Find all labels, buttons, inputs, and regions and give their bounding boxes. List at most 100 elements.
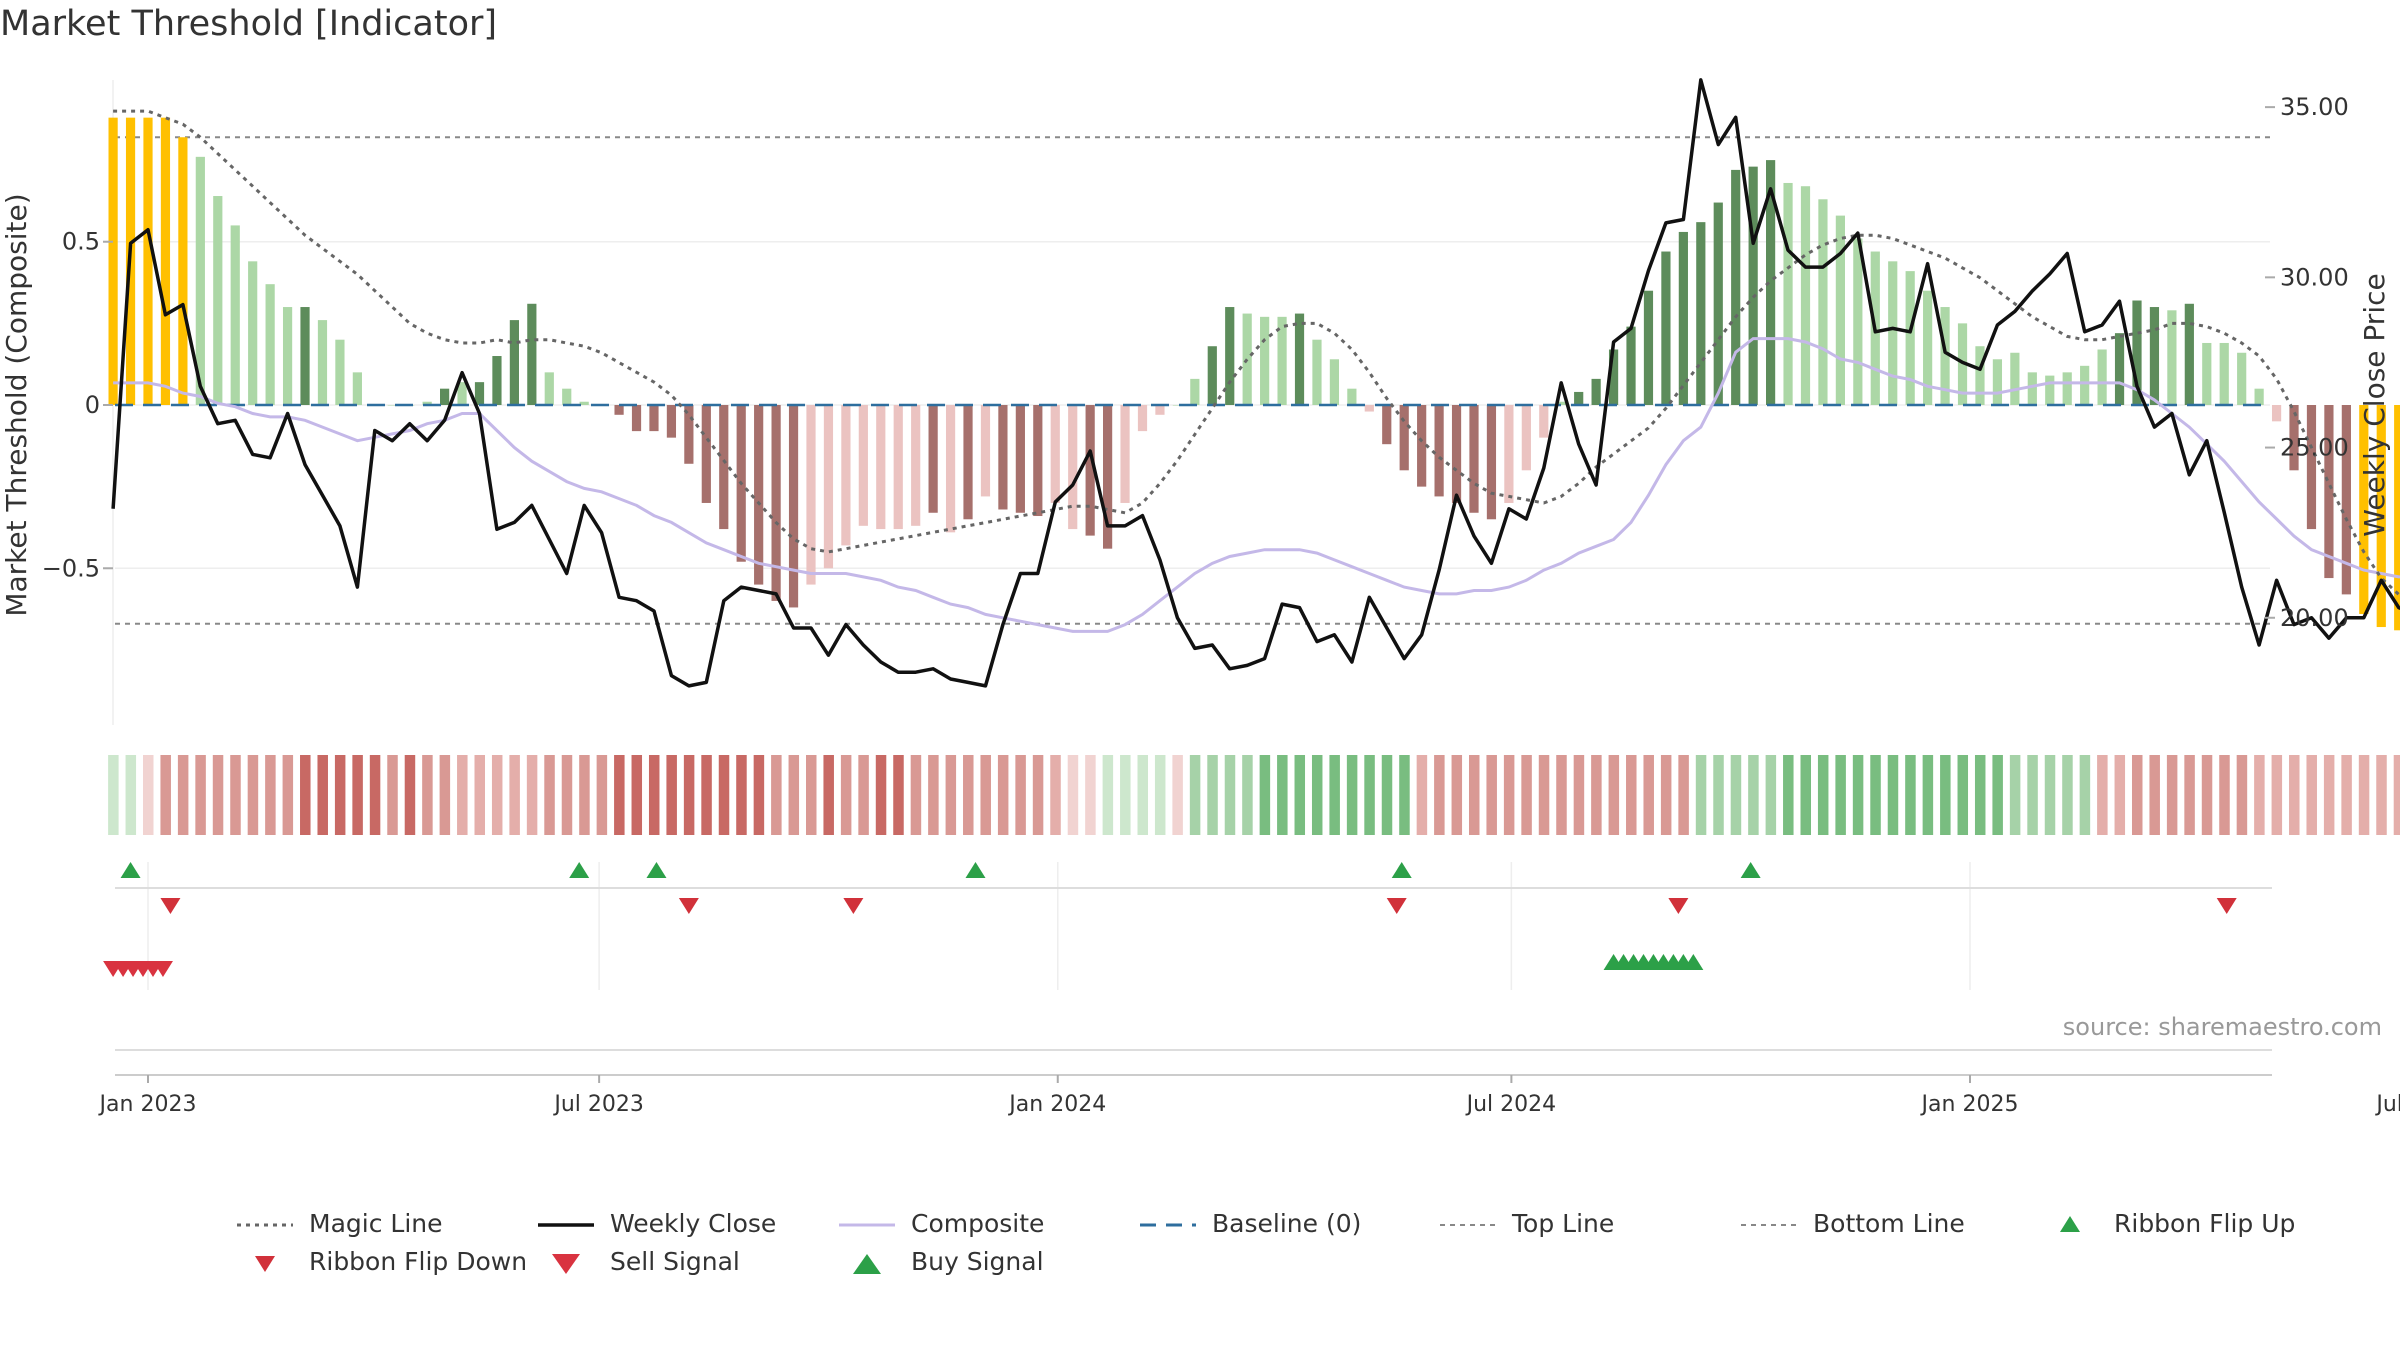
composite-bar (1853, 238, 1863, 405)
ribbon-tile (125, 755, 137, 835)
composite-bar (754, 405, 764, 585)
ribbon-tile (1207, 755, 1218, 835)
ribbon-tile (2323, 755, 2335, 835)
composite-bar (1521, 405, 1531, 471)
composite-bar (2359, 405, 2369, 614)
composite-bar (2254, 388, 2264, 405)
ribbon-tile (2201, 755, 2213, 835)
composite-bar (230, 225, 240, 405)
ribbon-tile (1730, 755, 1742, 835)
ribbon-tile (1346, 755, 1358, 835)
ribbon-tile (910, 755, 922, 835)
composite-bar (1591, 378, 1601, 405)
right-tick-label: 30.00 (2280, 263, 2349, 291)
composite-bar (1818, 199, 1828, 405)
ribbon-tile (893, 755, 904, 835)
composite-bar (1992, 359, 2003, 405)
ribbon-tile (177, 755, 189, 835)
ribbon-tile (160, 755, 171, 835)
composite-bar (1504, 405, 1514, 503)
composite-bar (1260, 316, 1270, 405)
ribbon-tile (928, 755, 939, 835)
composite-line (113, 337, 2400, 633)
ribbon-tile (1538, 755, 1550, 835)
ribbon-tile (1242, 755, 1253, 835)
composite-bar (335, 339, 345, 405)
weekly-close-line (111, 78, 2400, 688)
ribbon-tile (387, 755, 398, 835)
left-tick-label: −0.5 (42, 554, 100, 582)
ribbon-tile (840, 755, 852, 835)
ribbon-tile (526, 755, 538, 835)
ribbon-tile (2062, 755, 2073, 835)
ribbon-tile (1713, 755, 1724, 835)
ribbon-tile (805, 755, 817, 835)
ribbon-tile (1486, 755, 1497, 835)
composite-bar (248, 261, 258, 405)
ribbon-tile (1503, 755, 1515, 835)
right-tick-label: 20.00 (2280, 604, 2349, 632)
ribbon-tile (2393, 755, 2400, 835)
ribbon-tile (1259, 755, 1271, 835)
composite-bar (1888, 261, 1898, 405)
ribbon-tile (753, 755, 765, 835)
left-tick-label: 0 (85, 391, 100, 419)
composite-bar (1574, 391, 1584, 405)
ribbon-flip-down-marker (678, 898, 699, 914)
ribbon-tile (1660, 755, 1672, 835)
composite-bar (387, 405, 397, 406)
ribbon-flip-up-marker (120, 862, 141, 878)
composite-bar (1225, 307, 1235, 405)
composite-bar (108, 117, 118, 405)
composite-bar (2167, 310, 2177, 405)
composite-bar (1451, 405, 1462, 503)
composite-bar (1678, 231, 1688, 405)
ribbon-tile (1329, 755, 1340, 835)
composite-bar (1120, 405, 1130, 503)
composite-bar (1783, 182, 1793, 405)
ribbon-tile (230, 755, 241, 835)
ribbon-tile (1817, 755, 1829, 835)
composite-bar (1050, 405, 1060, 503)
composite-bar (1242, 313, 1252, 405)
ribbon-tile (2254, 755, 2265, 835)
ribbon-tile (1399, 755, 1410, 835)
composite-bar (684, 405, 694, 464)
ribbon-tile (963, 755, 974, 835)
composite-bar (2324, 405, 2334, 579)
ribbon-tile (1992, 755, 2003, 835)
ribbon-tile (1451, 755, 1463, 835)
ribbon-tile (2044, 755, 2056, 835)
ribbon-tile (1085, 755, 1096, 835)
composite-bar (1417, 405, 1427, 487)
composite-bar (823, 405, 834, 569)
ribbon-tile (1556, 755, 1567, 835)
ribbon-flip-up-marker (965, 862, 986, 878)
ribbon-tile (666, 755, 677, 835)
ribbon-flip-down-marker (160, 898, 181, 914)
ribbon-tile (823, 755, 834, 835)
composite-bar (1661, 251, 1671, 405)
composite-bar (1312, 339, 1322, 405)
composite-bar (806, 405, 816, 585)
ribbon-tile (648, 755, 660, 835)
ribbon-tile (317, 755, 328, 835)
x-tick-label: Jul 2024 (1465, 1092, 1557, 1117)
composite-bar (1923, 290, 1933, 405)
right-tick-label: 35.00 (2280, 93, 2349, 121)
composite-bar (527, 303, 537, 405)
magic-line (113, 109, 2400, 597)
ribbon-tile (2289, 755, 2300, 835)
ribbon-tile (1783, 755, 1794, 835)
composite-bar (1469, 405, 1479, 513)
composite-bar (2306, 405, 2317, 530)
ribbon-tile (1137, 755, 1148, 835)
ribbon-tile (1870, 755, 1881, 835)
composite-bar (1399, 405, 1409, 471)
composite-bar (998, 405, 1008, 510)
ribbon-tile (596, 755, 608, 835)
composite-bar (1608, 349, 1619, 405)
left-axis-title: Market Threshold (Composite) (0, 193, 33, 616)
ribbon-tile (108, 755, 119, 835)
ribbon-tile (2271, 755, 2283, 835)
